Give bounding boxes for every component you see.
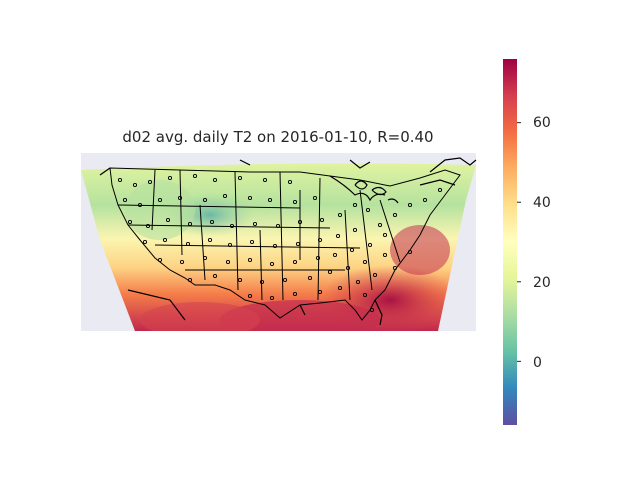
station-marker — [345, 265, 351, 271]
station-marker — [269, 295, 275, 301]
station-marker — [162, 237, 168, 243]
station-marker — [407, 202, 413, 208]
station-marker — [367, 242, 373, 248]
station-marker — [252, 221, 258, 227]
station-marker — [392, 265, 398, 271]
station-marker — [292, 199, 298, 205]
temperature-field — [81, 163, 476, 331]
station-marker — [372, 272, 378, 278]
station-marker — [365, 207, 371, 213]
station-marker — [382, 232, 388, 238]
station-marker — [177, 195, 183, 201]
station-marker — [382, 252, 388, 258]
station-marker — [352, 202, 358, 208]
station-marker — [157, 257, 163, 263]
colorbar-gradient — [503, 59, 517, 425]
station-marker — [127, 219, 133, 225]
station-marker — [269, 261, 275, 267]
station-marker — [192, 173, 198, 179]
coastlines — [99, 157, 477, 326]
station-marker — [202, 255, 208, 261]
station-marker — [317, 289, 323, 295]
station-marker — [275, 223, 281, 229]
station-marker — [212, 273, 218, 279]
station-marker — [287, 179, 293, 185]
station-marker — [229, 223, 235, 229]
station-marker — [249, 239, 255, 245]
station-marker — [212, 177, 218, 183]
station-marker — [179, 259, 185, 265]
station-marker — [122, 197, 128, 203]
station-marker — [327, 269, 333, 275]
station-marker — [377, 222, 383, 228]
station-marker — [422, 197, 428, 203]
station-marker — [337, 212, 343, 218]
colorbar-tick-label: 60 — [533, 115, 551, 131]
station-marker — [315, 255, 321, 261]
station-marker — [335, 233, 341, 239]
station-marker — [132, 182, 138, 188]
station-marker — [247, 257, 253, 263]
station-marker — [437, 187, 443, 193]
colorbar-tick-label: 0 — [533, 355, 542, 371]
station-marker — [337, 285, 343, 291]
station-marker — [222, 193, 228, 199]
station-marker — [165, 217, 171, 223]
station-marker — [137, 202, 143, 208]
station-marker — [117, 177, 123, 183]
station-marker — [369, 307, 375, 313]
station-marker — [259, 279, 265, 285]
station-marker — [332, 252, 338, 258]
station-marker — [317, 237, 323, 243]
station-marker — [262, 177, 268, 183]
station-marker — [392, 212, 398, 218]
station-marker — [292, 291, 298, 297]
station-marker — [167, 175, 173, 181]
station-marker — [145, 223, 151, 229]
station-marker — [202, 197, 208, 203]
station-marker — [225, 259, 231, 265]
station-markers — [117, 173, 443, 313]
station-marker — [185, 241, 191, 247]
station-marker — [362, 259, 368, 265]
station-marker — [297, 219, 303, 225]
station-marker — [157, 197, 163, 203]
station-marker — [307, 275, 313, 281]
station-marker — [282, 277, 288, 283]
station-marker — [267, 197, 273, 203]
station-marker — [147, 179, 153, 185]
station-marker — [237, 175, 243, 181]
station-marker — [227, 242, 233, 248]
station-marker — [312, 195, 318, 201]
colorbar-tick-label: 20 — [533, 275, 551, 291]
station-marker — [295, 241, 301, 247]
station-marker — [247, 293, 253, 299]
station-marker — [209, 219, 215, 225]
station-marker — [187, 221, 193, 227]
colorbar — [503, 59, 517, 425]
station-marker — [362, 292, 368, 298]
station-marker — [237, 277, 243, 283]
station-marker — [349, 247, 355, 253]
station-marker — [407, 249, 413, 255]
station-marker — [207, 237, 213, 243]
station-marker — [187, 277, 193, 283]
station-marker — [292, 259, 298, 265]
station-marker — [355, 279, 361, 285]
map-title: d02 avg. daily T2 on 2016-01-10, R=0.40 — [122, 128, 434, 146]
station-marker — [142, 239, 148, 245]
station-marker — [247, 195, 253, 201]
station-marker — [319, 217, 325, 223]
station-marker — [272, 243, 278, 249]
station-marker — [352, 227, 358, 233]
colorbar-tick-label: 40 — [533, 195, 551, 211]
